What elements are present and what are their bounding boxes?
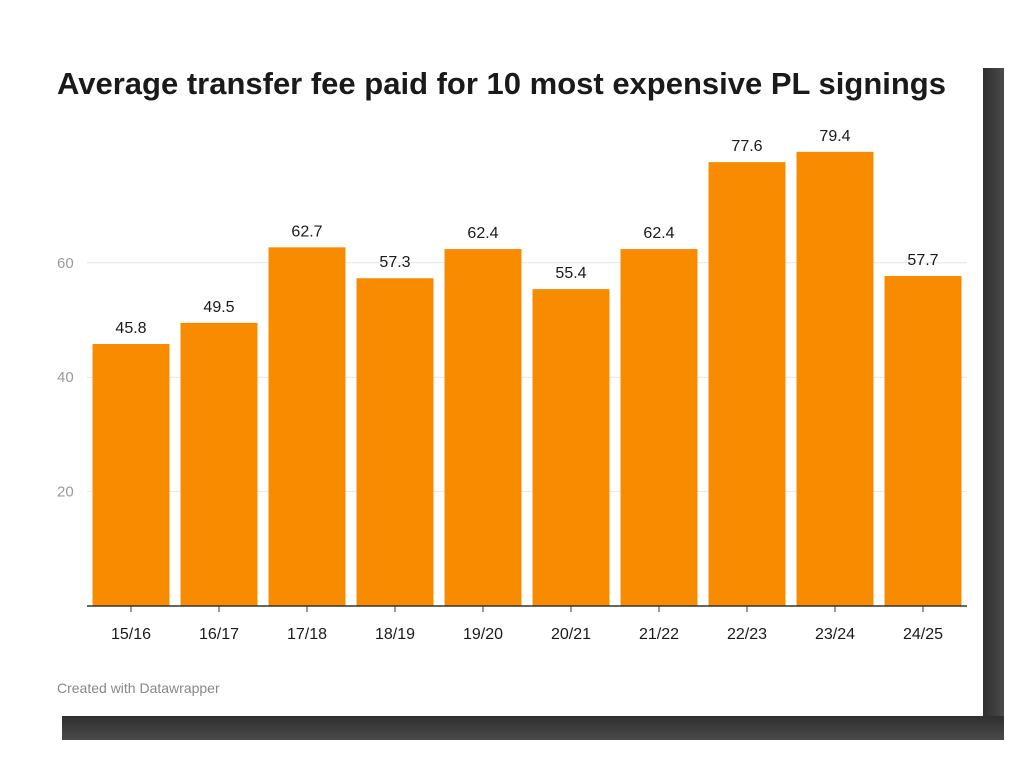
- bar: [708, 162, 786, 607]
- x-tick-label: 23/24: [815, 626, 855, 643]
- y-tick-label: 60: [57, 255, 74, 272]
- bar: [92, 344, 170, 606]
- data-label: 77.6: [731, 138, 762, 155]
- data-label: 79.4: [819, 128, 850, 145]
- x-tick-label: 15/16: [111, 626, 151, 643]
- bar: [356, 278, 434, 606]
- bar: [884, 275, 962, 606]
- frame-shadow-right: [983, 68, 1004, 740]
- bar: [444, 249, 522, 606]
- bar: [268, 247, 346, 606]
- data-label: 57.3: [379, 254, 410, 271]
- chart-title: Average transfer fee paid for 10 most ex…: [57, 66, 946, 101]
- footer-credit: Created with Datawrapper: [57, 680, 220, 696]
- data-label: 45.8: [115, 320, 146, 337]
- x-tick-label: 18/19: [375, 626, 415, 643]
- bar: [180, 322, 258, 606]
- x-tick-label: 17/18: [287, 626, 327, 643]
- x-tick-label: 16/17: [199, 626, 239, 643]
- data-label: 49.5: [203, 299, 234, 316]
- x-tick-label: 21/22: [639, 626, 679, 643]
- data-label: 57.7: [907, 252, 938, 269]
- data-label: 55.4: [555, 265, 586, 282]
- y-tick-label: 40: [57, 369, 74, 386]
- data-labels: 45.8 49.5 62.7 57.3 62.4 55.4 62.4 77.6 79.4 57.7: [115, 128, 938, 337]
- data-label: 62.7: [291, 223, 322, 240]
- y-axis-ticks: 20 40 60: [57, 255, 74, 501]
- bar: [620, 249, 698, 606]
- x-tick-label: 19/20: [463, 626, 503, 643]
- bar: [532, 289, 610, 606]
- data-label: 62.4: [643, 225, 674, 242]
- x-tick-label: 22/23: [727, 626, 767, 643]
- x-tick-label: 24/25: [903, 626, 943, 643]
- y-tick-label: 20: [57, 484, 74, 501]
- data-label: 62.4: [467, 225, 498, 242]
- frame-shadow-bottom: [62, 716, 1004, 740]
- x-tick-label: 20/21: [551, 626, 591, 643]
- bars: [92, 151, 962, 607]
- bar: [796, 151, 874, 606]
- x-axis-ticks: 15/16 16/17 17/18 18/19 19/20 20/21 21/22 22/23…: [111, 606, 943, 643]
